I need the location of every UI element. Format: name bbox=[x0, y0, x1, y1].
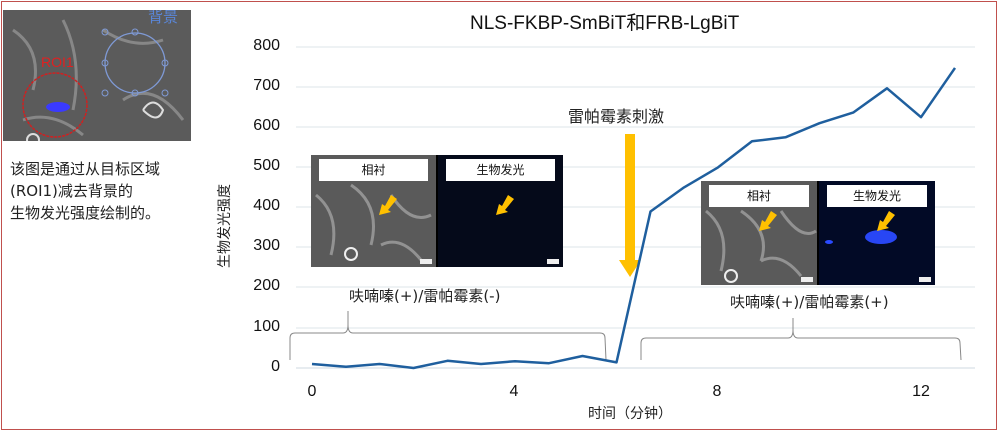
y-tick-600: 600 bbox=[253, 117, 280, 134]
phase-label-after: 相衬 bbox=[709, 185, 809, 207]
data-series-line bbox=[311, 67, 957, 370]
brace-after bbox=[640, 318, 962, 361]
stimulus-annotation: 雷帕霉素刺激 bbox=[568, 107, 665, 126]
caption-note: 该图是通过从目标区域 (ROI1)减去背景的 生物发光强度绘制的。 bbox=[10, 158, 210, 224]
y-tick-800: 800 bbox=[253, 37, 280, 54]
bioluminescence-panel-before: 生物发光 bbox=[438, 155, 563, 267]
caption-line-2: (ROI1)减去背景的 bbox=[10, 182, 133, 200]
background-label: 背景 bbox=[148, 10, 178, 26]
micrograph-after: 相衬 生物发光 bbox=[701, 181, 935, 285]
lum-label-before: 生物发光 bbox=[446, 159, 555, 181]
y-tick-700: 700 bbox=[253, 77, 280, 94]
arrow-pointer-icon bbox=[496, 195, 514, 215]
y-tick-100: 100 bbox=[253, 318, 280, 335]
x-tick-4: 4 bbox=[509, 383, 519, 400]
bioluminescence-panel-after: 生物发光 bbox=[819, 181, 935, 285]
roi-image-graphic: ROI1 背景 bbox=[3, 10, 191, 141]
roi-microscopy-image: ROI1 背景 bbox=[3, 10, 191, 141]
caption-line-1: 该图是通过从目标区域 bbox=[10, 160, 161, 178]
y-tick-500: 500 bbox=[253, 157, 280, 174]
x-tick-12: 12 bbox=[912, 383, 930, 400]
x-tick-8: 8 bbox=[712, 383, 722, 400]
y-tick-300: 300 bbox=[253, 237, 280, 254]
arrow-pointer-icon bbox=[379, 195, 397, 215]
lum-label-after: 生物发光 bbox=[827, 185, 927, 207]
before-condition-label: 呋喃嗪(+)/雷帕霉素(-) bbox=[349, 287, 501, 305]
y-axis-label: 生物发光强度 bbox=[217, 184, 233, 268]
y-tick-400: 400 bbox=[253, 197, 280, 214]
y-tick-0: 0 bbox=[271, 358, 280, 375]
roi1-label: ROI1 bbox=[41, 54, 74, 70]
chart-title: NLS-FKBP-SmBiT和FRB-LgBiT bbox=[470, 13, 740, 34]
caption-line-3: 生物发光强度绘制的。 bbox=[10, 204, 161, 222]
brace-before bbox=[289, 311, 607, 361]
after-condition-label: 呋喃嗪(+)/雷帕霉素(+) bbox=[730, 293, 889, 311]
arrow-pointer-icon bbox=[759, 211, 777, 231]
arrow-pointer-icon bbox=[877, 211, 895, 231]
phase-contrast-panel-before: 相衬 bbox=[311, 155, 436, 267]
stimulus-arrow-icon bbox=[619, 134, 641, 277]
phase-label-before: 相衬 bbox=[319, 159, 428, 181]
x-axis-label: 时间（分钟） bbox=[588, 406, 672, 422]
micrograph-before: 相衬 生物发光 bbox=[311, 155, 563, 267]
phase-contrast-panel-after: 相衬 bbox=[701, 181, 817, 285]
x-tick-0: 0 bbox=[307, 383, 317, 400]
y-tick-200: 200 bbox=[253, 277, 280, 294]
